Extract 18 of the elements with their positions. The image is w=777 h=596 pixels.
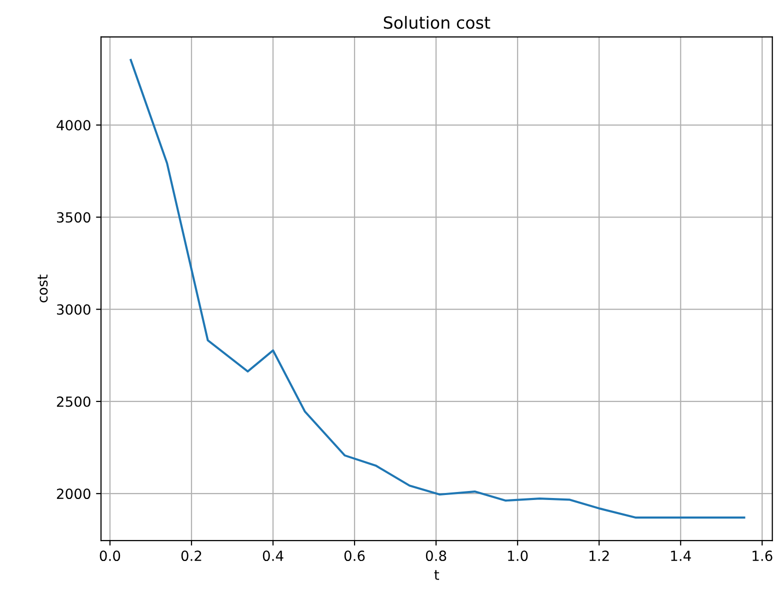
y-axis-title: cost <box>38 274 48 302</box>
y-tick-label: 2500 <box>56 396 90 407</box>
chart-title: Solution cost <box>384 16 490 29</box>
x-tick-label: 1.4 <box>671 550 691 561</box>
y-tick-label: 2000 <box>56 488 90 500</box>
x-tick-label: 0.6 <box>344 550 365 562</box>
y-tick-label: 3000 <box>57 304 90 315</box>
x-tick-label: 0.4 <box>262 550 284 562</box>
x-tick-label: 1.2 <box>590 550 609 561</box>
x-tick-label: 1.0 <box>508 550 528 562</box>
x-tick-label: 0.2 <box>181 550 202 562</box>
x-axis-title: t <box>434 570 440 580</box>
x-tick-label: 1.6 <box>752 550 772 562</box>
y-tick-label: 3500 <box>57 212 90 223</box>
y-tick-label: 4000 <box>56 120 90 131</box>
line-series <box>130 58 746 519</box>
x-tick-label: 0.8 <box>426 550 446 562</box>
x-tick-label: 0.0 <box>100 550 120 562</box>
